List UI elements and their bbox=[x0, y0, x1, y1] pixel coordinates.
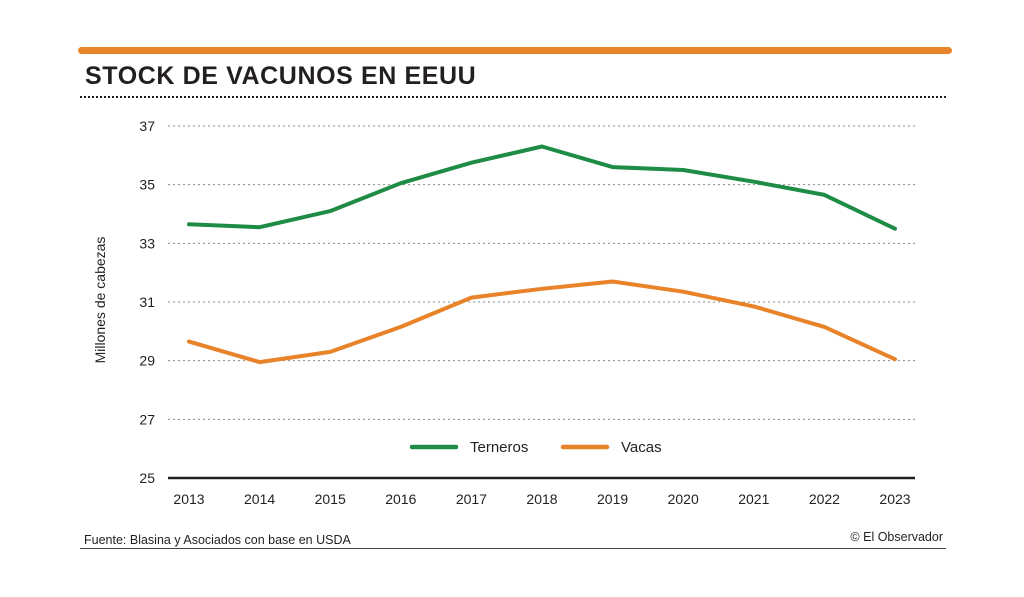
credit-note: © El Observador bbox=[850, 530, 943, 544]
y-tick-labels: 25 27 29 31 33 35 37 bbox=[139, 118, 155, 486]
legend: Terneros Vacas bbox=[409, 439, 662, 456]
x-tick-label: 2021 bbox=[738, 491, 769, 507]
x-tick-label: 2018 bbox=[526, 491, 557, 507]
x-tick-label: 2020 bbox=[668, 491, 699, 507]
y-tick-label: 37 bbox=[139, 118, 155, 134]
x-tick-label: 2014 bbox=[244, 491, 275, 507]
x-tick-labels: 2013 2014 2015 2016 2017 2018 2019 2020 2021 2022… bbox=[173, 491, 910, 507]
chart-title: STOCK DE VACUNOS EN EEUU bbox=[85, 62, 477, 90]
gridlines bbox=[168, 125, 915, 480]
x-tick-label: 2019 bbox=[597, 491, 628, 507]
y-tick-label: 35 bbox=[139, 177, 155, 193]
series-lines bbox=[187, 144, 897, 365]
x-tick-label: 2022 bbox=[809, 491, 840, 507]
x-tick-label: 2016 bbox=[385, 491, 416, 507]
footer-divider bbox=[80, 548, 946, 549]
y-tick-label: 31 bbox=[139, 294, 155, 310]
y-axis-label: Millones de cabezas bbox=[92, 237, 108, 364]
x-tick-label: 2013 bbox=[173, 491, 204, 507]
x-tick-label: 2017 bbox=[456, 491, 487, 507]
top-accent-bar bbox=[78, 47, 952, 54]
source-note: Fuente: Blasina y Asociados con base en … bbox=[84, 533, 351, 547]
series-line-vacas bbox=[187, 279, 897, 365]
legend-label-vacas: Vacas bbox=[621, 439, 662, 456]
y-tick-label: 33 bbox=[139, 235, 155, 251]
x-tick-label: 2015 bbox=[315, 491, 346, 507]
title-divider bbox=[80, 96, 946, 98]
legend-label-terneros: Terneros bbox=[470, 439, 528, 456]
y-tick-label: 27 bbox=[139, 411, 155, 427]
x-tick-label: 2023 bbox=[879, 491, 910, 507]
y-tick-label: 25 bbox=[139, 470, 155, 486]
y-tick-label: 29 bbox=[139, 353, 155, 369]
series-line-terneros bbox=[187, 144, 897, 231]
